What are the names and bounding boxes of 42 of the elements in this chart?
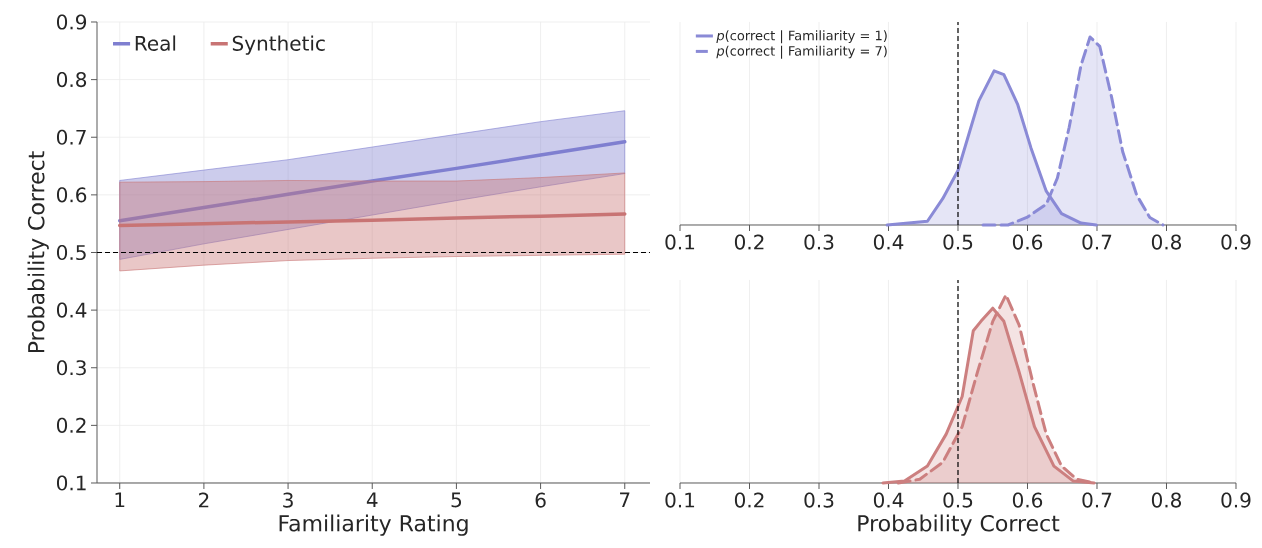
x-tick-label: 5 [451,492,462,508]
y-axis-title: Probability Correct [27,151,49,353]
y-tick-label: 0.3 [56,360,86,376]
x-tick-label: 0.1 [665,492,695,508]
x-tick-label: 0.5 [943,492,973,508]
x-tick-label: 0.8 [1151,492,1182,508]
x-tick-label: 2 [199,492,209,508]
x-tick-label: 0.8 [1151,234,1182,250]
x-tick-label: 7 [620,492,630,508]
x-tick-label: 0.9 [1221,492,1251,508]
y-tick-label: 0.6 [56,187,87,203]
x-tick-label: 0.4 [873,492,904,508]
x-axis-title: Familiarity Rating [279,514,468,536]
x-tick-label: 0.2 [734,492,764,508]
legend-label: p(correct | Familiarity = 7) [716,45,887,59]
y-tick-label: 0.7 [56,129,86,145]
x-tick-label: 4 [366,492,378,508]
x-tick-label: 0.6 [1012,492,1043,508]
y-tick-label: 0.1 [56,475,86,491]
x-tick-label: 0.7 [1082,234,1112,250]
line-series [117,212,627,228]
legend-label: Synthetic [232,35,325,55]
x-tick-label: 0.3 [804,492,834,508]
x-tick-label: 0.5 [943,234,973,250]
x-tick-label: 0.3 [804,234,834,250]
x-tick-label: 3 [283,492,293,508]
x-tick-label: 0.7 [1082,492,1112,508]
x-tick-label: 1 [115,492,125,508]
x-axis-title: Probability Correct [858,514,1060,536]
x-tick-label: 0.9 [1221,234,1251,250]
x-tick-label: 0.1 [665,234,695,250]
y-tick-label: 0.2 [56,417,86,433]
x-tick-label: 0.6 [1012,234,1043,250]
y-tick-label: 0.9 [56,14,87,30]
line-series [117,140,627,223]
x-tick-label: 0.4 [873,234,904,250]
legend-label: p(correct | Familiarity = 1) [716,30,887,44]
legend-label: Real [135,35,176,51]
y-tick-label: 0.4 [56,302,87,318]
x-tick-label: 0.2 [734,234,764,250]
y-tick-label: 0.8 [56,72,87,88]
x-tick-label: 6 [535,492,546,508]
